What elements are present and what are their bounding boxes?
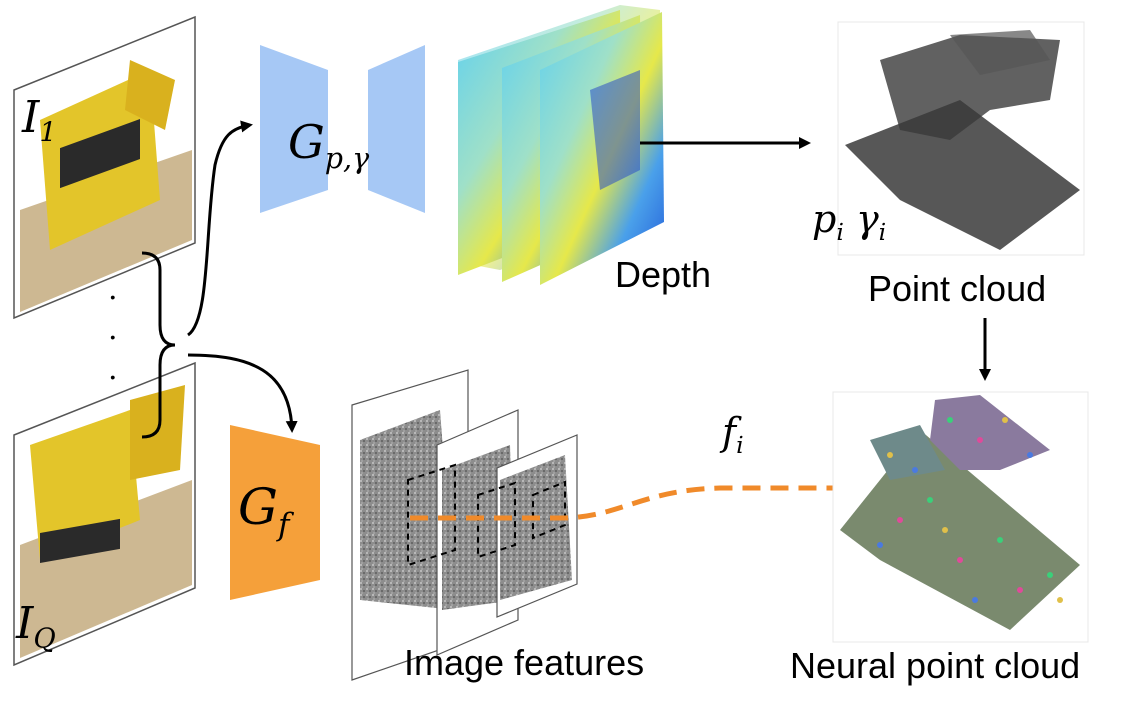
input-image-last bbox=[13, 361, 196, 667]
image-features-label: Image features bbox=[404, 642, 645, 683]
point-cloud-label: Point cloud bbox=[868, 268, 1047, 309]
image-ellipsis: . . . bbox=[108, 272, 118, 387]
arrow-to-geometry-network bbox=[187, 120, 253, 337]
feature-sampling-arrow bbox=[410, 475, 979, 521]
feature-map-icon bbox=[360, 410, 455, 610]
neural-point-cloud-label: Neural point cloud bbox=[790, 645, 1081, 686]
image-first-label: I1 bbox=[22, 92, 57, 149]
depth-label: Depth bbox=[615, 254, 712, 295]
feature-network bbox=[230, 425, 320, 600]
input-image-first bbox=[13, 15, 196, 320]
feature-network-label: Gf bbox=[238, 478, 290, 543]
feature-vector-label: fi bbox=[722, 410, 744, 460]
geometry-network-label: Gp,γ bbox=[288, 115, 370, 175]
neural-point-cloud-icon bbox=[840, 430, 1080, 630]
excavator-photo-icon bbox=[20, 480, 192, 658]
feature-map-stack bbox=[351, 369, 578, 681]
point-cloud-panel bbox=[837, 21, 1085, 256]
point-cloud-icon bbox=[845, 100, 1080, 250]
image-last-label: IQ bbox=[16, 598, 56, 655]
depth-map-stack bbox=[458, 5, 664, 285]
point-attributes-label: pi γi bbox=[812, 197, 887, 247]
neural-point-cloud-panel bbox=[832, 391, 1089, 643]
arrow-to-feature-network bbox=[187, 353, 298, 433]
geometry-network bbox=[260, 45, 425, 213]
image-set-brace bbox=[141, 251, 176, 439]
